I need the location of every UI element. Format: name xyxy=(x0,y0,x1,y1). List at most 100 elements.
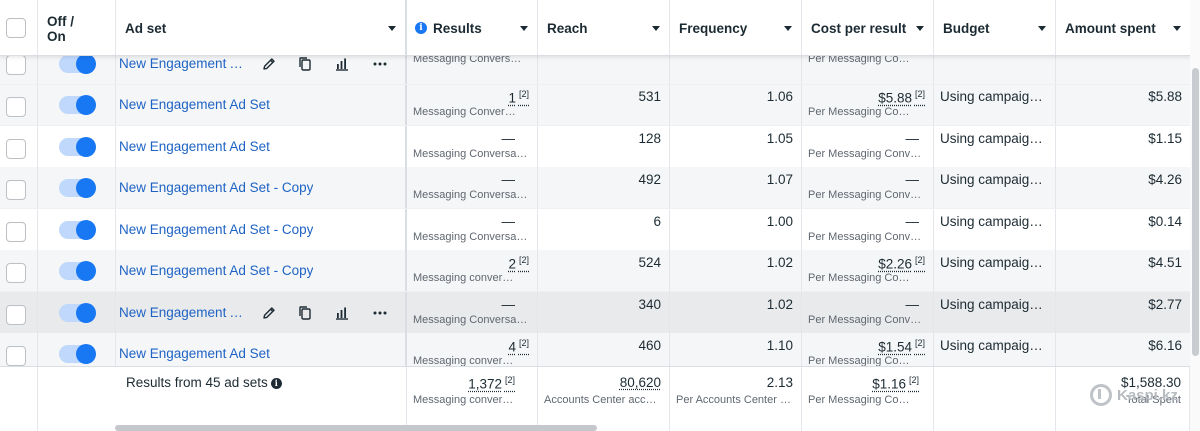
header-results[interactable]: i Results xyxy=(407,0,538,55)
cpr-value: — xyxy=(906,172,920,187)
row-reach-cell: 524 xyxy=(538,250,670,291)
ad-set-name-link[interactable]: New Engagement Ad Set xyxy=(119,97,270,112)
watermark: Kaspi.kz xyxy=(1090,384,1178,406)
more-options-icon[interactable] xyxy=(371,55,389,73)
row-select-cell xyxy=(0,250,38,291)
header-frequency[interactable]: Frequency xyxy=(670,0,802,55)
row-frequency-cell: 1.07 xyxy=(670,167,802,208)
header-reach[interactable]: Reach xyxy=(538,0,670,55)
toggle-knob[interactable] xyxy=(76,261,96,281)
table-row[interactable]: New Engagement Ad Set - Copy 2 [2] Messagin… xyxy=(0,250,1190,292)
row-checkbox[interactable] xyxy=(6,55,26,75)
results-sub: Messaging Conversa… xyxy=(413,148,528,160)
chevron-down-icon[interactable] xyxy=(784,26,792,31)
row-toggle-cell xyxy=(38,333,116,374)
footer-reach-value[interactable]: 80,620 xyxy=(619,375,661,390)
horizontal-scrollbar[interactable] xyxy=(115,425,597,431)
row-reach-cell: 340 xyxy=(538,292,670,333)
results-number: — xyxy=(501,131,516,146)
results-value: — xyxy=(502,214,516,229)
results-number: 4 xyxy=(508,339,516,355)
chart-icon[interactable] xyxy=(333,304,351,322)
row-checkbox[interactable] xyxy=(6,346,26,366)
row-results-cell: 4 [2] Messaging conver… xyxy=(407,333,538,374)
row-checkbox[interactable] xyxy=(6,263,26,283)
toggle-knob[interactable] xyxy=(76,344,96,364)
duplicate-icon[interactable] xyxy=(296,304,314,322)
table-row[interactable]: New Engagement Ad Set - Copy — Messaging C… xyxy=(0,209,1190,251)
toggle-knob[interactable] xyxy=(76,303,96,323)
table-row[interactable]: New Engagement A… — Messaging Conversa… 340… xyxy=(0,292,1190,334)
ad-set-name-link[interactable]: New Engagement A… xyxy=(119,56,244,71)
frequency-value: 1.07 xyxy=(766,172,793,187)
row-spent-cell: $4.51 xyxy=(1056,250,1190,291)
more-options-icon[interactable] xyxy=(371,304,389,322)
row-budget-cell: Using campaign… xyxy=(934,126,1056,167)
toggle-knob[interactable] xyxy=(76,95,96,115)
footer-spent-value: $1,588.30 xyxy=(1120,375,1181,390)
cpr-sup: [2] xyxy=(914,338,925,348)
header-ad-set[interactable]: Ad set xyxy=(116,0,407,55)
chevron-down-icon[interactable] xyxy=(916,26,924,31)
duplicate-icon[interactable] xyxy=(296,55,314,73)
reach-value: 531 xyxy=(638,89,661,104)
toggle-knob[interactable] xyxy=(76,178,96,198)
row-budget-cell: Using campaign… xyxy=(934,292,1056,333)
row-frequency-cell: 1.06 xyxy=(670,84,802,125)
cpr-number: — xyxy=(905,172,920,187)
cpr-sub: Per Messaging Conv… xyxy=(808,314,922,326)
ad-set-name-link[interactable]: New Engagement Ad Set - Copy xyxy=(119,180,314,195)
row-select-cell xyxy=(0,84,38,125)
ad-set-name-link[interactable]: New Engagement Ad Set - Copy xyxy=(119,263,314,278)
footer-budget xyxy=(934,367,1056,431)
row-name-cell: New Engagement Ad Set xyxy=(116,333,407,374)
cpr-sub: Per Messaging Co… xyxy=(808,272,910,284)
edit-icon[interactable] xyxy=(260,304,278,322)
info-icon[interactable]: i xyxy=(415,22,427,34)
row-checkbox[interactable] xyxy=(6,97,26,117)
info-icon[interactable]: i xyxy=(270,377,282,389)
footer-cpr-value[interactable]: $1.16 [2] xyxy=(872,375,919,392)
vertical-scrollbar[interactable] xyxy=(1192,68,1199,356)
header-budget[interactable]: Budget xyxy=(934,0,1056,55)
chart-icon[interactable] xyxy=(333,55,351,73)
footer-summary-label: Results from 45 ad sets i xyxy=(126,375,282,390)
ad-set-name-link[interactable]: New Engagement Ad Set xyxy=(119,139,270,154)
toggle-knob[interactable] xyxy=(76,137,96,157)
results-sup: [2] xyxy=(518,255,529,265)
footer-results-sup: [2] xyxy=(504,375,515,385)
table-header: Off / On Ad set i Results Reach Frequenc… xyxy=(0,0,1190,56)
results-number: 2 xyxy=(508,256,516,272)
chevron-down-icon[interactable] xyxy=(388,26,396,31)
chevron-down-icon[interactable] xyxy=(520,26,528,31)
ad-set-name-link[interactable]: New Engagement A… xyxy=(119,305,244,320)
table-row[interactable]: New Engagement Ad Set - Copy — Messaging C… xyxy=(0,167,1190,209)
chevron-down-icon[interactable] xyxy=(1038,26,1046,31)
header-cost-per-result[interactable]: Cost per result xyxy=(802,0,934,55)
row-checkbox[interactable] xyxy=(6,180,26,200)
ad-set-name-link[interactable]: New Engagement Ad Set xyxy=(119,346,270,361)
row-spent-cell: $4.26 xyxy=(1056,167,1190,208)
select-all-checkbox[interactable] xyxy=(6,18,26,38)
header-amount-spent[interactable]: Amount spent xyxy=(1056,0,1190,55)
table-row[interactable]: New Engagement Ad Set 1 [2] Messaging Conve… xyxy=(0,84,1190,126)
toggle-knob[interactable] xyxy=(76,54,96,74)
toggle-knob[interactable] xyxy=(76,220,96,240)
cpr-sub: Per Messaging Co… xyxy=(808,53,910,65)
table-footer: Results from 45 ad sets i 1,372 [2] Messag… xyxy=(0,366,1190,431)
row-checkbox[interactable] xyxy=(6,305,26,325)
row-checkbox[interactable] xyxy=(6,222,26,242)
chevron-down-icon[interactable] xyxy=(652,26,660,31)
footer-results-value[interactable]: 1,372 [2] xyxy=(468,375,515,392)
cpr-sub: Per Messaging Conv… xyxy=(808,231,922,243)
header-off-on-label: Off / On xyxy=(47,14,74,44)
budget-value: Using campaign… xyxy=(940,214,1050,229)
table-row[interactable]: New Engagement Ad Set — Messaging Conversa… xyxy=(0,126,1190,168)
row-budget-cell: Using campaign… xyxy=(934,333,1056,374)
row-checkbox[interactable] xyxy=(6,139,26,159)
edit-icon[interactable] xyxy=(260,55,278,73)
chevron-down-icon[interactable] xyxy=(1173,26,1181,31)
ad-set-name-link[interactable]: New Engagement Ad Set - Copy xyxy=(119,222,314,237)
results-value: — xyxy=(502,297,516,312)
row-frequency-cell: 1.05 xyxy=(670,126,802,167)
